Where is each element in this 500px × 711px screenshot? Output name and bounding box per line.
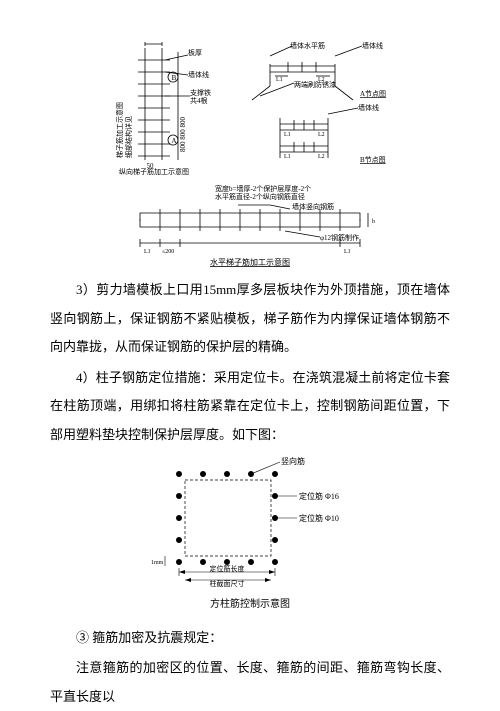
b-top: 墙体线 — [358, 103, 379, 112]
column-caption: 方柱筋控制示意图 — [145, 594, 355, 616]
top-figure-row: 板厚 墙体线 支撑铁 共4根 B A 50 800 800 800 梯子筋加工示… — [50, 40, 450, 175]
node-svg: 墙体水平筋 墙体线 L1 L2 两端刷防锈漆 A节点图 — [240, 40, 410, 175]
label-brace: 支撑铁 — [190, 88, 211, 97]
node-diagrams-right: 墙体水平筋 墙体线 L1 L2 两端刷防锈漆 A节点图 — [240, 40, 410, 175]
a-top1: 墙体水平筋 — [290, 41, 325, 50]
horizontal-ladder-diagram: 宽度b=墙厚-2个保护层厚度-2个 水平筋直径-2个纵向钢筋直径 — [120, 183, 380, 268]
paragraph-3: 3）剪力墙模板上口用15mm厚多层板块作为外顶措施，顶在墙体竖向钢筋上，保证钢筋… — [50, 276, 450, 362]
paragraph-4: 4）柱子钢筋定位措施：采用定位卡。在浇筑混凝土前将定位卡套在柱筋顶端，用绑扣将柱… — [50, 364, 450, 450]
section-3-heading: ③ 箍筋加密及抗震规定： — [50, 624, 450, 653]
caption-left: 纵向梯子筋加工示意图 — [119, 167, 189, 175]
column-svg: 竖向筋 定位筋 Φ16 定位筋 Φ10 定位筋长度 柱截面尺寸 1mm — [145, 452, 355, 592]
paragraph-5: 注意箍筋的加密区的位置、长度、箍筋的间距、箍筋弯钩长度、平直长度以 — [50, 654, 450, 711]
mid-top1: 宽度b=墙厚-2个保护层厚度-2个 — [215, 184, 311, 193]
b-caption: B节点图 — [360, 156, 386, 164]
col-bdim: 定位筋长度 — [210, 564, 245, 573]
middle-figure-row: 宽度b=墙厚-2个保护层厚度-2个 水平筋直径-2个纵向钢筋直径 — [50, 183, 450, 268]
b-l1: L1 — [284, 132, 291, 138]
a-top2: 墙体线 — [362, 41, 383, 50]
mid-caption: 水平梯子筋加工示意图 — [210, 257, 290, 267]
ladder-svg: 板厚 墙体线 支撑铁 共4根 B A 50 800 800 800 梯子筋加工示… — [90, 40, 220, 175]
label-wallline: 墙体线 — [188, 70, 209, 79]
left-side-text-1: 梯子筋加工示意图 — [115, 102, 124, 158]
col-r1: 定位筋 Φ16 — [299, 491, 339, 501]
label-4gen: 共4根 — [190, 96, 208, 105]
column-figure-row: 竖向筋 定位筋 Φ16 定位筋 Φ10 定位筋长度 柱截面尺寸 1mm 方柱筋控… — [50, 452, 450, 616]
b-l1b: L1 — [284, 154, 291, 160]
mid-top2: 水平筋直径-2个纵向钢筋直径 — [215, 192, 305, 201]
b-l2: L2 — [318, 132, 325, 138]
a-caption: A节点图 — [360, 90, 386, 98]
label-banhou: 板厚 — [188, 48, 202, 57]
ladder-diagram-left: 板厚 墙体线 支撑铁 共4根 B A 50 800 800 800 梯子筋加工示… — [90, 40, 220, 175]
col-r2: 定位筋 Φ10 — [299, 513, 339, 523]
marker-b: B — [172, 74, 177, 82]
col-side: 1mm — [151, 560, 164, 566]
mid-seg: ≤200 — [162, 249, 174, 255]
mid-l1a: L1 — [144, 249, 151, 255]
marker-a: A — [171, 137, 176, 145]
mid-b: b — [372, 219, 375, 225]
mid-note1: 墙体竖向钢筋 — [292, 202, 334, 211]
mid-note2: φ12钢筋制作 — [320, 233, 359, 242]
col-bsub: 柱截面尺寸 — [210, 579, 245, 588]
a-l1: L1 — [276, 77, 283, 83]
left-side-text-2: 细部结构详见 — [124, 116, 133, 158]
dim-800s: 800 800 800 — [179, 117, 187, 153]
a-sub: 两端刷防锈漆 — [294, 80, 336, 89]
col-top: 竖向筋 — [281, 456, 305, 466]
mid-l1b: L1 — [344, 249, 351, 255]
b-l2b: L2 — [318, 154, 325, 160]
hladder-svg: 宽度b=墙厚-2个保护层厚度-2个 水平筋直径-2个纵向钢筋直径 — [120, 183, 380, 268]
column-diagram: 竖向筋 定位筋 Φ16 定位筋 Φ10 定位筋长度 柱截面尺寸 1mm 方柱筋控… — [145, 452, 355, 616]
